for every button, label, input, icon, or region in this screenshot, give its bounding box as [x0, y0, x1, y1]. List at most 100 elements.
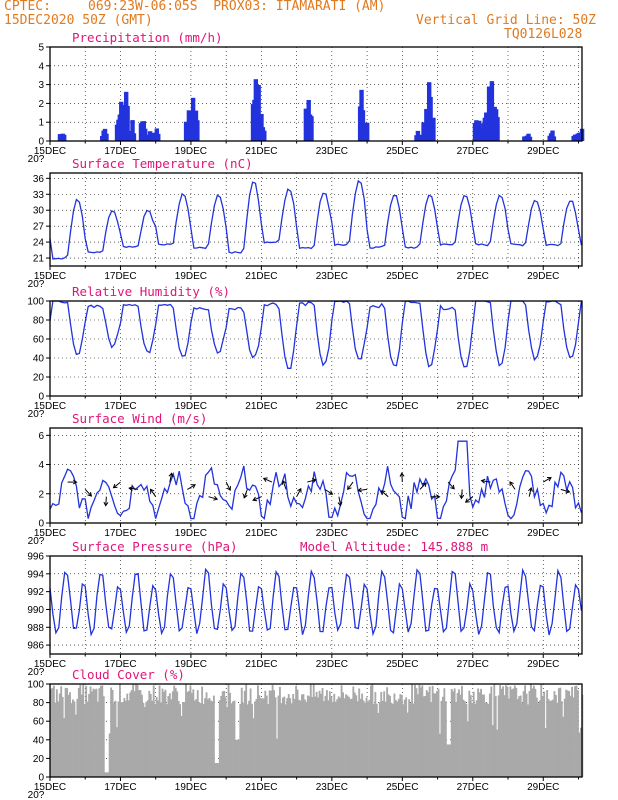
cloud-bar — [223, 690, 226, 777]
cloud-bar — [437, 688, 440, 777]
cloud-bar — [83, 704, 86, 777]
wind-arrow-shaft — [528, 487, 532, 497]
cloud-bar — [136, 685, 139, 777]
cloud-bar — [409, 703, 412, 777]
x-tick-label: 21DEC — [245, 528, 277, 539]
wind-arrow-head — [450, 484, 455, 490]
cloud-bar — [434, 693, 437, 777]
cloud-bar — [271, 684, 274, 777]
wind-arrow-shaft — [324, 488, 333, 495]
header-source: CPTEC: — [4, 0, 51, 14]
panel-1 — [46, 173, 582, 270]
cloud-bar — [465, 703, 468, 777]
wind-arrow-shaft — [129, 487, 139, 490]
cloud-bar — [259, 698, 262, 777]
x-tick-label: 15DEC — [34, 401, 66, 412]
wind-arrow-head — [191, 484, 196, 489]
cloud-bar — [64, 687, 67, 777]
cloud-bar — [450, 688, 453, 777]
cloud-bar — [182, 702, 184, 777]
cloud-bar — [362, 700, 365, 777]
cloud-bar — [383, 691, 386, 777]
cloud-bar — [508, 698, 510, 777]
cloud-bar — [129, 692, 132, 777]
wind-arrow-shaft — [465, 496, 474, 503]
x-tick-label: 17DEC — [104, 782, 136, 793]
wind-arrow-shaft — [208, 496, 218, 500]
cloud-bar — [204, 698, 207, 777]
cloud-bar — [94, 689, 96, 777]
cloud-bar — [160, 702, 162, 777]
cloud-bar — [165, 704, 168, 777]
cloud-bar — [537, 703, 540, 777]
x-tick-label: 25DEC — [386, 528, 418, 539]
cloud-bar — [189, 685, 192, 777]
cloud-bar — [232, 701, 234, 777]
cloud-bar — [403, 699, 406, 777]
cloud-bar — [215, 763, 218, 777]
cloud-bar — [343, 698, 346, 777]
x-tick-label: 25DEC — [386, 271, 418, 282]
cloud-bar — [157, 700, 160, 777]
cloud-bar — [258, 695, 261, 777]
cloud-bar — [246, 704, 249, 777]
wind-arrow-head — [347, 485, 352, 491]
cloud-bar — [202, 703, 205, 777]
x-tick-label: 15DEC — [34, 146, 66, 157]
cloud-bar — [496, 729, 499, 777]
x-repeat-label: 20? — [28, 536, 45, 547]
cloud-bar — [99, 685, 102, 777]
wind-arrow-head — [297, 487, 302, 493]
cloud-bar — [547, 699, 550, 777]
cloud-bar — [480, 688, 482, 777]
cloud-bar — [559, 687, 562, 777]
x-tick-label: 27DEC — [457, 401, 489, 412]
wind-arrow-head — [262, 477, 268, 482]
cloud-bar — [240, 687, 243, 777]
cloud-bar — [324, 695, 327, 777]
cloud-bar — [518, 696, 521, 777]
cloud-bar — [342, 692, 344, 777]
cloud-bar — [249, 688, 252, 777]
y-tick-label: 60 — [33, 717, 45, 728]
cloud-bar — [339, 697, 342, 777]
cloud-bar — [199, 703, 202, 777]
precip-bar — [190, 97, 196, 141]
cloud-bar — [242, 702, 245, 777]
x-tick-label: 17DEC — [104, 659, 136, 670]
cloud-bar — [554, 695, 557, 777]
cloud-bar — [481, 694, 484, 777]
cloud-bar — [411, 684, 413, 777]
cloud-bar — [459, 694, 462, 777]
x-tick-label: 25DEC — [386, 146, 418, 157]
cloud-bar — [221, 691, 224, 777]
precip-bar — [478, 129, 483, 141]
y-tick-label: 100 — [27, 680, 44, 691]
y-tick-label: 3 — [38, 80, 44, 91]
wind-arrow-shaft — [542, 477, 552, 483]
cloud-bar — [72, 699, 74, 777]
cloud-bar — [151, 700, 154, 777]
cloud-bar — [575, 685, 578, 777]
cloud-bar — [471, 702, 474, 777]
y-tick-label: 21 — [33, 254, 45, 265]
x-tick-label: 17DEC — [104, 528, 136, 539]
x-tick-label: 23DEC — [316, 271, 348, 282]
wind-arrow-shaft — [296, 488, 302, 497]
cloud-bar — [193, 700, 196, 777]
cloud-bar — [292, 694, 295, 777]
cloud-bar — [164, 689, 167, 777]
cloud-bar — [334, 701, 337, 777]
cloud-bar — [552, 699, 554, 777]
cloud-bar — [143, 707, 146, 777]
cloud-bar — [530, 684, 532, 777]
header-grid-note: Vertical Grid Line: 50Z — [416, 13, 597, 28]
cloud-bar — [458, 689, 460, 777]
cloud-bar — [123, 698, 126, 777]
cloud-bar — [356, 701, 359, 777]
cloud-bar — [325, 690, 328, 777]
wind-arrow-head — [509, 481, 514, 486]
x-tick-label: 23DEC — [316, 401, 348, 412]
cloud-bar — [463, 701, 466, 777]
precip-bar — [131, 133, 137, 141]
